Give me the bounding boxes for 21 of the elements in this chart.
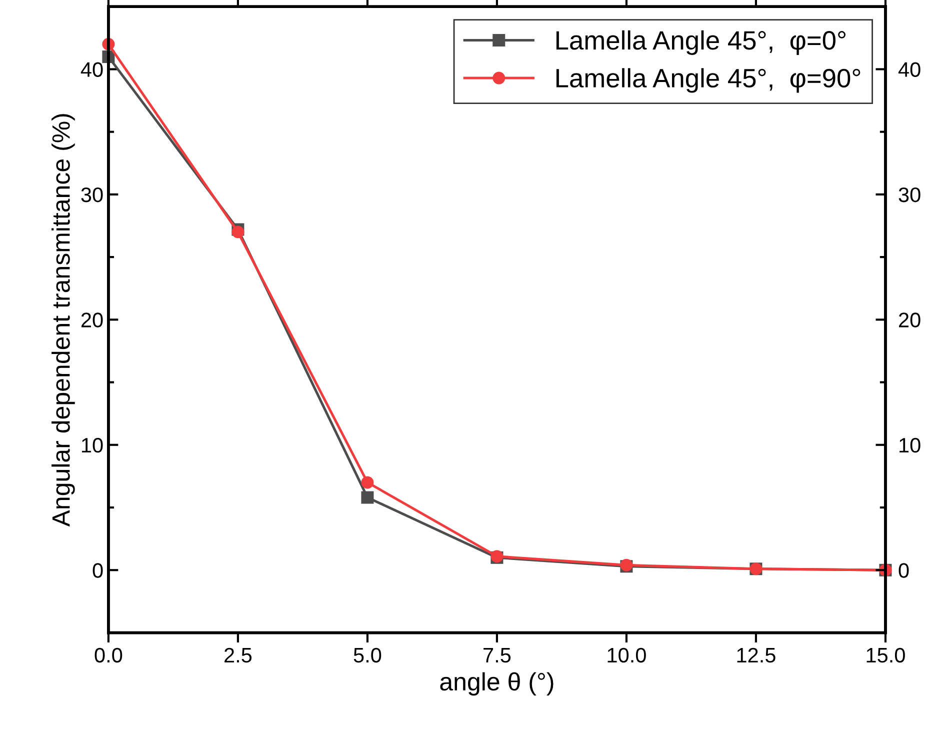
x-tick-label: 7.5 <box>484 648 511 663</box>
x-tick-label: 2.5 <box>224 648 252 663</box>
x-axis-title: angle θ (°) <box>440 672 554 696</box>
legend-label: Lamella Angle 45°, φ=0° <box>556 30 846 55</box>
legend-label: Lamella Angle 45°, φ=90° <box>556 68 860 93</box>
y2-tick-label: 40 <box>898 62 920 77</box>
x-tick-label: 15.0 <box>866 648 905 663</box>
x-tick-label: 10.0 <box>608 648 646 663</box>
x-tick-label: 0.0 <box>94 648 122 663</box>
x-tick-label: 5.0 <box>354 648 382 663</box>
y-tick-label: 40 <box>80 62 103 77</box>
y-tick-label: 20 <box>81 312 103 328</box>
y2-tick-label: 0 <box>898 563 909 578</box>
y2-tick-label: 20 <box>899 312 920 328</box>
y-axis-title: Angular dependent transmittance (%) <box>52 114 75 527</box>
y-tick-label: 30 <box>81 187 103 202</box>
y2-tick-label: 10 <box>900 438 920 453</box>
x-tick-label: 12.5 <box>737 648 776 663</box>
y-tick-label: 0 <box>92 563 103 578</box>
y-tick-label: 10 <box>82 438 103 453</box>
y2-tick-label: 30 <box>898 187 920 202</box>
